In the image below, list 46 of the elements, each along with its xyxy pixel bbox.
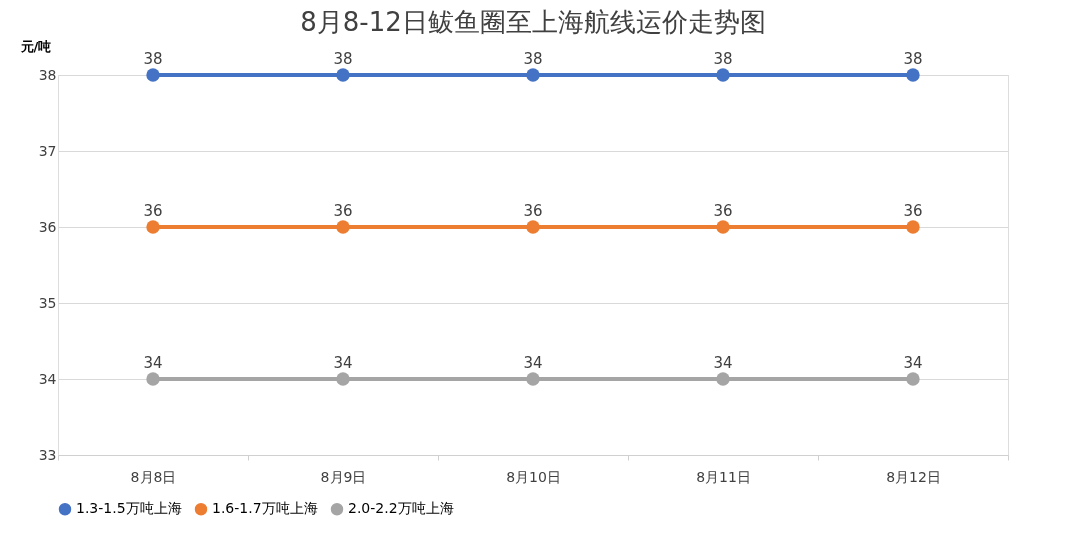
data-label: 36 <box>333 202 353 220</box>
data-label: 34 <box>903 354 923 372</box>
point <box>336 220 350 234</box>
point <box>146 372 160 386</box>
x-tick-label: 8月12日 <box>886 468 941 485</box>
y-tick-label: 37 <box>38 142 57 159</box>
data-label: 38 <box>713 50 733 68</box>
data-label: 36 <box>143 202 163 220</box>
point <box>526 372 540 386</box>
legend-label: 2.0-2.2万吨上海 <box>348 500 454 517</box>
chart-title: 8月8-12日鲅鱼圈至上海航线运价走势图 <box>300 7 766 37</box>
point <box>526 220 540 234</box>
y-tick-label: 36 <box>38 218 57 235</box>
data-label: 34 <box>143 354 163 372</box>
point <box>716 220 730 234</box>
data-label: 36 <box>523 202 543 220</box>
data-label: 34 <box>523 354 543 372</box>
y-tick-label: 35 <box>38 294 57 311</box>
y-tick-label: 34 <box>38 370 57 387</box>
point <box>906 220 920 234</box>
y-tick-label: 38 <box>38 66 57 83</box>
point <box>906 372 920 386</box>
x-tick-label: 8月11日 <box>696 468 751 485</box>
point <box>906 68 920 82</box>
x-tick-label: 8月10日 <box>506 468 561 485</box>
point <box>336 372 350 386</box>
point <box>716 372 730 386</box>
x-tick-label: 8月8日 <box>130 468 177 485</box>
legend-label: 1.3-1.5万吨上海 <box>76 500 182 517</box>
data-label: 34 <box>333 354 353 372</box>
point <box>716 68 730 82</box>
point <box>336 68 350 82</box>
data-label: 38 <box>143 50 163 68</box>
x-tick-label: 8月9日 <box>320 468 367 485</box>
data-label: 38 <box>903 50 923 68</box>
point <box>146 68 160 82</box>
data-label: 36 <box>713 202 733 220</box>
y-axis-title: 元/吨 <box>19 38 52 54</box>
data-label: 38 <box>523 50 543 68</box>
data-label: 36 <box>903 202 923 220</box>
data-label: 38 <box>333 50 353 68</box>
point <box>526 68 540 82</box>
legend-label: 1.6-1.7万吨上海 <box>212 500 318 517</box>
y-tick-label: 33 <box>38 446 57 463</box>
data-label: 34 <box>713 354 733 372</box>
point <box>146 220 160 234</box>
